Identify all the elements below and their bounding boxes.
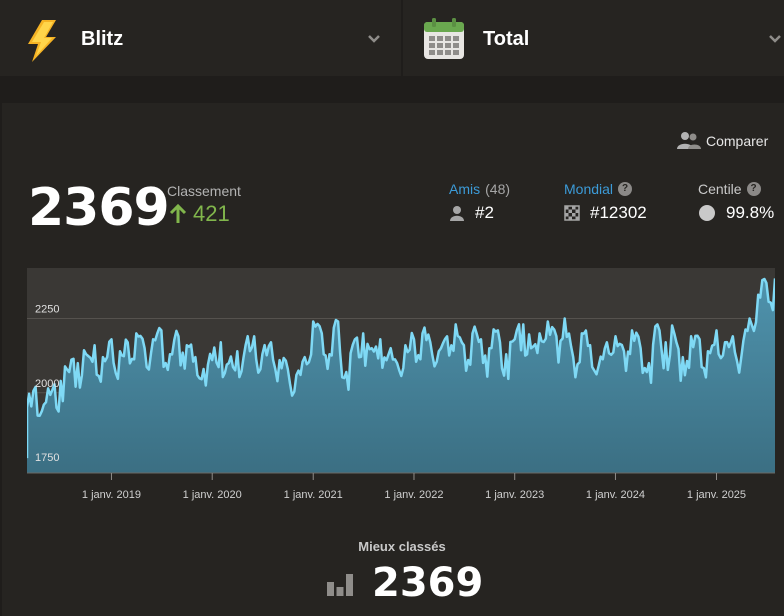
rating-delta: 421 bbox=[169, 201, 230, 227]
global-rank: #12302 bbox=[590, 203, 647, 222]
x-tick-label: 1 janv. 2021 bbox=[284, 489, 343, 501]
friends-rank: #2 bbox=[475, 203, 494, 222]
best-rating-label: Mieux classés bbox=[358, 539, 446, 554]
current-rating: 2369 bbox=[28, 178, 170, 238]
period-selector[interactable]: Total bbox=[403, 0, 784, 76]
chevron-down-icon bbox=[769, 35, 781, 43]
variant-label: Blitz bbox=[81, 28, 124, 50]
help-icon[interactable]: ? bbox=[618, 182, 633, 196]
bar-chart-icon bbox=[327, 574, 353, 596]
help-icon[interactable]: ? bbox=[746, 182, 761, 196]
x-tick-label: 1 janv. 2019 bbox=[82, 489, 141, 501]
y-tick-label: 2000 bbox=[35, 378, 59, 390]
user-icon bbox=[450, 206, 464, 221]
y-tick-label: 1750 bbox=[35, 452, 59, 464]
chevron-down-icon bbox=[368, 35, 380, 43]
rating-delta-value: 421 bbox=[193, 201, 230, 226]
best-rating: 2369 bbox=[326, 560, 483, 606]
compare-label: Comparer bbox=[706, 133, 769, 149]
x-tick-label: 1 janv. 2024 bbox=[586, 489, 645, 501]
period-label: Total bbox=[483, 28, 530, 50]
friends-count: (48) bbox=[485, 181, 511, 197]
x-tick-label: 1 janv. 2023 bbox=[485, 489, 544, 501]
percentile-label: Centile bbox=[698, 181, 742, 197]
percentile-stat: Centile ? 99.8% bbox=[698, 181, 774, 223]
global-stat: Mondial ? #12302 bbox=[564, 181, 647, 223]
users-icon bbox=[677, 132, 701, 149]
rating-chart-svg: 1750 2000 2250 1 janv. 2019 1 janv. 2020 1 ja… bbox=[27, 268, 775, 501]
x-tick-label: 1 janv. 2020 bbox=[183, 489, 242, 501]
arrow-up-icon bbox=[169, 204, 187, 223]
checkerboard-icon bbox=[564, 205, 580, 221]
global-label[interactable]: Mondial bbox=[564, 181, 614, 197]
variant-selector[interactable]: Blitz bbox=[0, 0, 401, 76]
x-tick-label: 1 janv. 2022 bbox=[384, 489, 443, 501]
lightning-icon bbox=[28, 20, 56, 62]
top-selectors: Blitz Total bbox=[0, 0, 784, 76]
compare-button[interactable]: Comparer bbox=[677, 131, 768, 151]
rating-label: Classement bbox=[167, 183, 241, 199]
best-rating-value: 2369 bbox=[372, 560, 484, 606]
percentile-value: 99.8% bbox=[726, 203, 775, 222]
friends-stat: Amis (48) #2 bbox=[449, 181, 510, 223]
friends-label[interactable]: Amis bbox=[449, 181, 481, 197]
rating-chart: 1750 2000 2250 1 janv. 2019 1 janv. 2020 1 ja… bbox=[27, 268, 775, 508]
circle-icon bbox=[699, 205, 715, 221]
x-tick-label: 1 janv. 2025 bbox=[687, 489, 746, 501]
calendar-icon bbox=[424, 18, 464, 59]
rating-line bbox=[27, 277, 775, 459]
y-tick-label: 2250 bbox=[35, 304, 59, 316]
